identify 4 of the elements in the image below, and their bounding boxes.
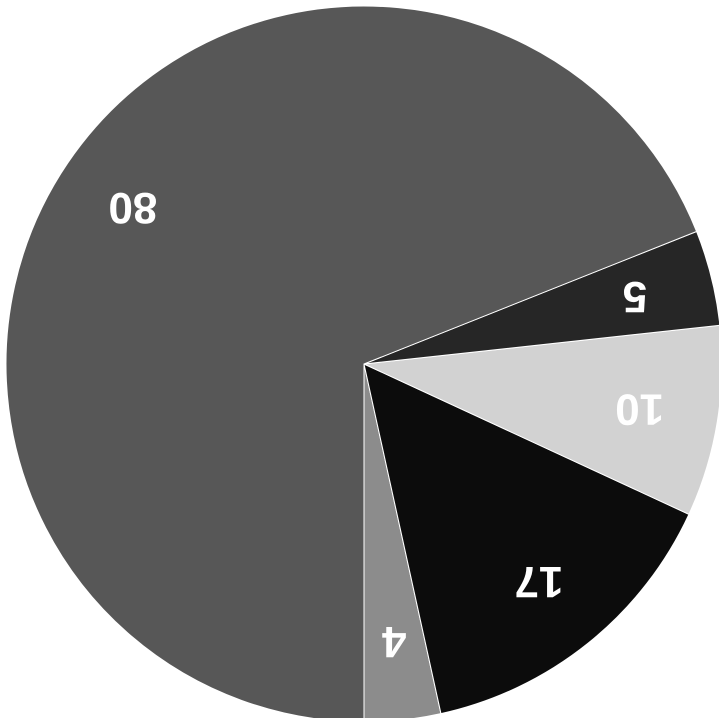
data-label: 5 bbox=[622, 272, 648, 322]
data-label: 4 bbox=[381, 617, 406, 666]
data-label: 17 bbox=[514, 557, 564, 606]
data-label: 80 bbox=[108, 182, 158, 232]
